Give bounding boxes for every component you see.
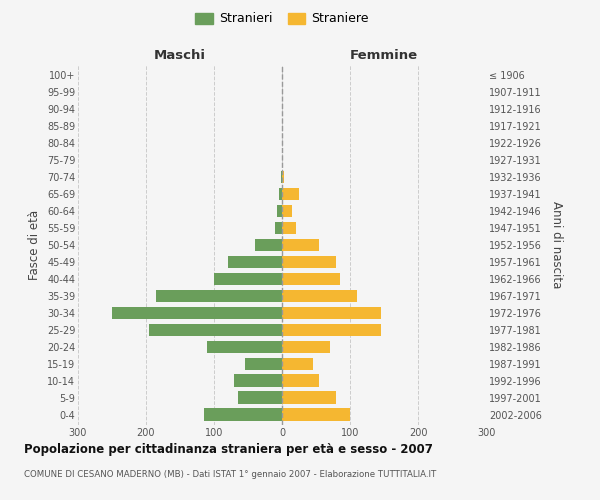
Legend: Stranieri, Straniere: Stranieri, Straniere [191,8,373,29]
Bar [282,204,292,218]
Bar [282,170,284,183]
Bar [282,222,296,234]
Bar [282,324,380,336]
Bar [282,306,380,320]
Text: Maschi: Maschi [154,50,206,62]
Bar [156,290,282,302]
Bar [282,256,337,268]
Text: Femmine: Femmine [350,50,418,62]
Bar [149,324,282,336]
Bar [227,256,282,268]
Bar [282,374,319,387]
Bar [275,222,282,234]
Bar [282,290,357,302]
Y-axis label: Anni di nascita: Anni di nascita [550,202,563,288]
Bar [282,392,337,404]
Bar [112,306,282,320]
Bar [255,238,282,252]
Text: COMUNE DI CESANO MADERNO (MB) - Dati ISTAT 1° gennaio 2007 - Elaborazione TUTTIT: COMUNE DI CESANO MADERNO (MB) - Dati IST… [24,470,436,479]
Bar [238,392,282,404]
Y-axis label: Fasce di età: Fasce di età [28,210,41,280]
Bar [282,340,329,353]
Bar [277,204,282,218]
Bar [204,408,282,421]
Bar [281,170,282,183]
Bar [214,272,282,285]
Bar [235,374,282,387]
Bar [278,188,282,200]
Bar [245,358,282,370]
Bar [282,408,350,421]
Bar [282,238,319,252]
Bar [282,272,340,285]
Text: Popolazione per cittadinanza straniera per età e sesso - 2007: Popolazione per cittadinanza straniera p… [24,442,433,456]
Bar [207,340,282,353]
Bar [282,358,313,370]
Bar [282,188,299,200]
